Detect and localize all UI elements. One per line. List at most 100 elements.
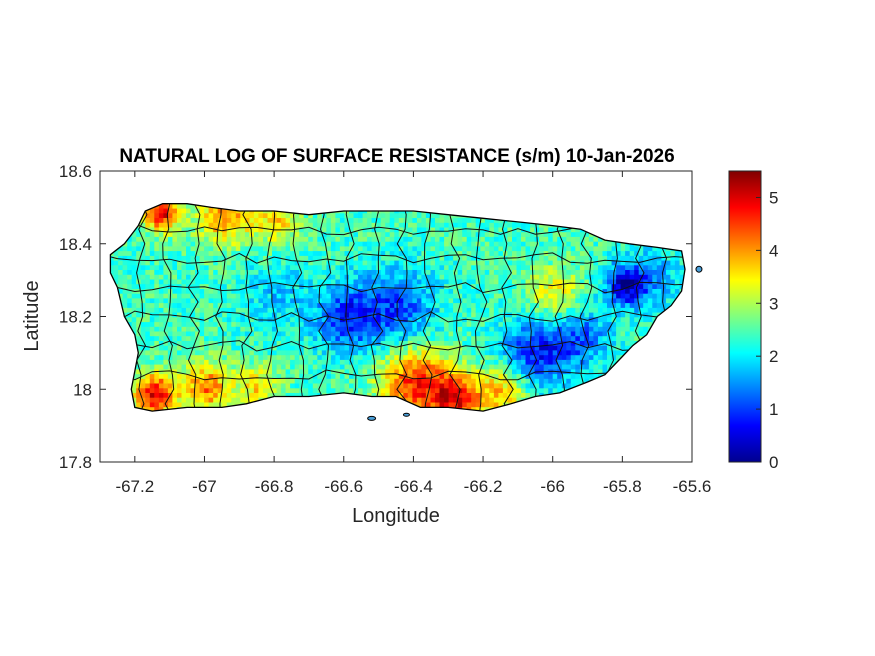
heatmap-cell	[439, 387, 445, 393]
heatmap-cell	[240, 383, 246, 389]
heatmap-cell	[548, 359, 554, 365]
heatmap-cell	[235, 279, 241, 285]
heatmap-cell	[484, 269, 490, 275]
heatmap-cell	[385, 264, 391, 270]
heatmap-cell	[530, 250, 536, 256]
heatmap-cell	[407, 345, 413, 351]
heatmap-cell	[403, 331, 409, 337]
heatmap-cell	[312, 364, 318, 370]
heatmap-cell	[534, 227, 540, 233]
heatmap-cell	[149, 236, 155, 242]
heatmap-cell	[312, 345, 318, 351]
heatmap-cell	[217, 236, 223, 242]
heatmap-cell	[163, 236, 169, 242]
heatmap-cell	[389, 269, 395, 275]
heatmap-cell	[371, 236, 377, 242]
heatmap-cell	[457, 326, 463, 332]
heatmap-cell	[362, 293, 368, 299]
heatmap-cell	[222, 212, 228, 218]
heatmap-cell	[299, 245, 305, 252]
heatmap-cell	[258, 321, 264, 327]
heatmap-cell	[380, 321, 386, 327]
heatmap-cell	[349, 354, 354, 360]
heatmap-cell	[172, 231, 178, 237]
heatmap-cell	[480, 269, 486, 275]
heatmap-cell	[267, 335, 273, 341]
heatmap-cell	[253, 383, 259, 389]
heatmap-cell	[263, 340, 268, 346]
heatmap-cell	[403, 279, 409, 285]
heatmap-cell	[398, 378, 404, 384]
heatmap-cell	[502, 274, 508, 280]
heatmap-cell	[480, 255, 486, 261]
heatmap-cell	[140, 217, 146, 223]
heatmap-cell	[127, 236, 133, 242]
heatmap-cell	[512, 288, 517, 294]
heatmap-cell	[362, 350, 368, 356]
heatmap-cell	[204, 354, 210, 360]
heatmap-cell	[466, 383, 472, 389]
heatmap-cell	[249, 279, 255, 285]
heatmap-cell	[398, 383, 404, 389]
heatmap-cell	[177, 397, 182, 403]
heatmap-cell	[308, 345, 314, 351]
heatmap-cell	[199, 297, 205, 304]
heatmap-cell	[367, 378, 373, 384]
heatmap-cell	[290, 335, 296, 341]
heatmap-cell	[521, 236, 526, 242]
heatmap-cell	[326, 302, 332, 308]
heatmap-cell	[439, 359, 445, 365]
heatmap-cell	[285, 345, 291, 351]
heatmap-cell	[213, 274, 219, 280]
heatmap-cell	[208, 340, 214, 346]
heatmap-cell	[317, 335, 323, 341]
heatmap-cell	[435, 217, 440, 223]
heatmap-cell	[213, 359, 219, 365]
heatmap-cell	[521, 274, 526, 280]
heatmap-cell	[217, 373, 223, 379]
heatmap-cell	[244, 212, 250, 218]
heatmap-cell	[480, 283, 486, 289]
heatmap-cell	[145, 279, 151, 285]
heatmap-cell	[321, 283, 327, 289]
heatmap-cell	[457, 264, 463, 270]
heatmap-cell	[167, 331, 173, 337]
heatmap-cell	[154, 245, 160, 252]
heatmap-cell	[172, 307, 178, 313]
heatmap-cell	[258, 236, 264, 242]
heatmap-cell	[263, 331, 268, 337]
heatmap-cell	[263, 283, 268, 289]
heatmap-cell	[412, 307, 418, 313]
heatmap-cell	[403, 345, 409, 351]
heatmap-cell	[430, 264, 436, 270]
heatmap-cell	[471, 340, 477, 346]
heatmap-cell	[204, 350, 210, 356]
heatmap-cell	[204, 255, 210, 261]
heatmap-cell	[240, 397, 246, 403]
heatmap-cell	[326, 378, 332, 384]
heatmap-cell	[330, 269, 336, 275]
heatmap-cell	[149, 354, 155, 360]
heatmap-cell	[235, 297, 241, 304]
heatmap-cell	[177, 387, 182, 393]
heatmap-cell	[231, 378, 237, 384]
heatmap-cell	[244, 283, 250, 289]
heatmap-cell	[430, 217, 436, 223]
heatmap-cell	[312, 335, 318, 341]
heatmap-cell	[335, 212, 341, 218]
heatmap-cell	[145, 245, 151, 252]
heatmap-cell	[380, 345, 386, 351]
heatmap-cell	[140, 293, 146, 299]
heatmap-cell	[208, 227, 214, 233]
heatmap-cell	[398, 350, 404, 356]
heatmap-cell	[149, 255, 155, 261]
heatmap-cell	[276, 359, 282, 365]
heatmap-cell	[199, 368, 205, 375]
heatmap-cell	[389, 354, 395, 360]
heatmap-cell	[231, 269, 237, 275]
heatmap-cell	[362, 302, 368, 308]
heatmap-cell	[457, 241, 463, 247]
heatmap-cell	[190, 359, 196, 365]
heatmap-cell	[258, 250, 264, 256]
heatmap-cell	[167, 378, 173, 384]
